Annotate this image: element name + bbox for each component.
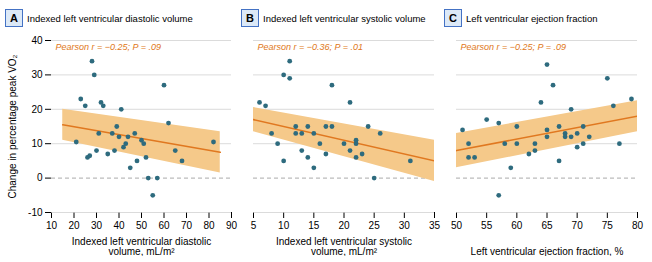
svg-text:10: 10 [31, 138, 43, 149]
svg-text:5: 5 [251, 220, 257, 231]
svg-text:80: 80 [203, 220, 215, 231]
svg-text:55: 55 [481, 220, 493, 231]
svg-text:70: 70 [572, 220, 584, 231]
svg-text:Pearson r = −0.25; P = .09: Pearson r = −0.25; P = .09 [56, 42, 162, 52]
svg-text:80: 80 [632, 220, 644, 231]
svg-text:30: 30 [399, 220, 411, 231]
svg-text:40: 40 [113, 220, 125, 231]
svg-text:20: 20 [68, 220, 80, 231]
svg-text:0: 0 [37, 172, 43, 183]
html-text:Indexed left ventricular systo: Indexed left ventricular systolic volume [263, 12, 426, 24]
html-text:C: C [449, 12, 457, 24]
svg-text:60: 60 [158, 220, 170, 231]
svg-text:20: 20 [31, 104, 43, 115]
html-text:Left ventricular ejection frac: Left ventricular ejection fraction [466, 12, 598, 24]
html-text:B: B [246, 12, 254, 24]
svg-text:75: 75 [602, 220, 614, 231]
svg-text:Indexed left ventricular systo: Indexed left ventricular systolicvolume,… [276, 236, 412, 257]
svg-text:Pearson r = −0.25; P = .09: Pearson r = −0.25; P = .09 [461, 42, 567, 52]
html-text:A: A [10, 12, 18, 24]
svg-text:30: 30 [31, 69, 43, 80]
svg-text:70: 70 [181, 220, 193, 231]
svg-text:30: 30 [91, 220, 103, 231]
svg-text:40: 40 [31, 35, 43, 46]
svg-text:50: 50 [136, 220, 148, 231]
svg-text:Pearson r = −0.36; P = .01: Pearson r = −0.36; P = .01 [258, 42, 364, 52]
svg-text:65: 65 [541, 220, 553, 231]
svg-text:10: 10 [46, 220, 58, 231]
svg-text:50: 50 [451, 220, 463, 231]
svg-text:20: 20 [338, 220, 350, 231]
svg-text:15: 15 [308, 220, 320, 231]
html-text:Indexed left ventricular diast: Indexed left ventricular diastolic volum… [27, 12, 193, 24]
svg-text:Left ventricular ejection frac: Left ventricular ejection fraction, % [471, 246, 624, 257]
svg-text:60: 60 [511, 220, 523, 231]
svg-text:-10: -10 [28, 207, 43, 218]
svg-text:25: 25 [369, 220, 381, 231]
svg-text:35: 35 [429, 220, 441, 231]
svg-text:10: 10 [278, 220, 290, 231]
svg-text:Indexed left ventricular diast: Indexed left ventricular diastolicvolume… [72, 236, 212, 257]
svg-text:90: 90 [226, 220, 238, 231]
svg-text:Change in percentage peak VO₂: Change in percentage peak VO₂ [7, 54, 18, 198]
